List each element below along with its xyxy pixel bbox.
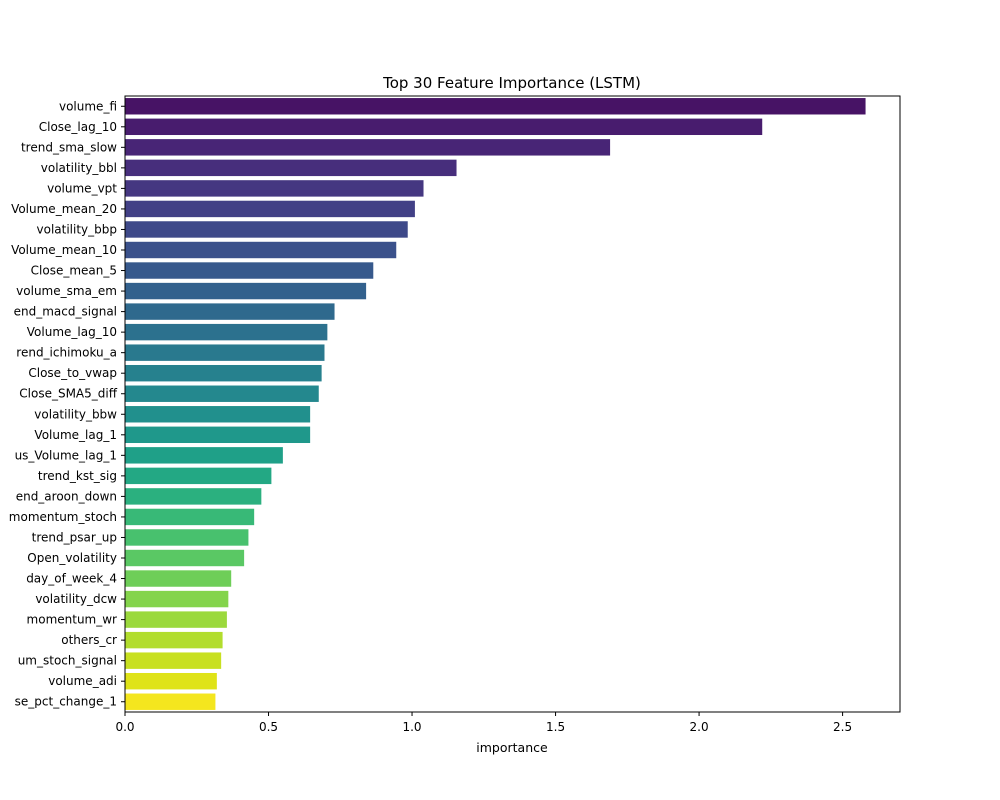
bar-close-mean-5 [125,262,374,279]
bar-close-to-vwap [125,364,322,382]
y-tick-label: Volume_mean_10 [11,243,117,257]
y-tick-label: Close_mean_5 [31,264,117,278]
y-tick-label: Volume_mean_20 [11,202,117,216]
bar-volume-mean-20 [125,200,415,218]
y-tick-label: volume_fi [59,99,117,113]
bar-trend-ichimoku-a [125,344,325,361]
y-tick-label: volatility_bbl [41,161,117,175]
y-tick-label: Volume_lag_10 [27,325,117,339]
bar-volatility-bbw [125,406,311,423]
x-tick-label: 0.5 [259,720,278,734]
y-tick-labels: volume_fi Close_lag_10 trend_sma_slowvolat… [9,99,125,709]
y-tick-label: trend_kst_sig [38,469,117,483]
bar-um-stoch-signal [125,652,222,669]
y-tick-label: volume_adi [48,674,117,688]
bar-close-sma5-diff [125,385,319,402]
bars-group [125,98,866,710]
x-tick-label: 2.0 [690,720,709,734]
chart-title: Top 30 Feature Importance (LSTM) [382,74,641,92]
bar-volume-mean-10 [125,241,397,259]
x-tick-label: 1.5 [546,720,565,734]
y-tick-label: Open_volatility [27,551,117,565]
bar-us-volume-lag-1 [125,447,283,464]
y-tick-label: end_macd_signal [14,305,117,319]
y-tick-label: volatility_bbw [34,407,117,421]
y-tick-label: Close_to_vwap [28,366,117,380]
y-tick-label: end_aroon_down [16,489,117,503]
y-tick-label: Close_SMA5_diff [19,387,117,401]
x-tick-label: 2.5 [833,720,852,734]
bar-trend-macd-signal [125,303,335,320]
y-tick-label: se_pct_change_1 [15,695,117,709]
bar-trend-psar-up [125,529,249,546]
x-axis-label: importance [476,740,548,755]
y-tick-label: Volume_lag_1 [34,428,117,442]
y-tick-label: trend_sma_slow [21,140,117,154]
bar-momentum-stoch [125,508,255,526]
y-tick-label: Close_lag_10 [39,120,117,134]
y-tick-label: volume_vpt [47,181,117,195]
bar-volume-fi [125,98,866,115]
y-tick-label: momentum_stoch [9,510,117,524]
y-tick-label: us_Volume_lag_1 [15,448,117,462]
bar-others-cr [125,631,223,649]
bar-se-pct-change-1 [125,693,216,710]
bar-open-volatility [125,549,245,567]
bar-momentum-wr [125,611,227,628]
x-tick-label: 1.0 [402,720,421,734]
bar-volatility-dcw [125,590,229,608]
bar-trend-kst-sig [125,467,272,485]
bar-trend-aroon-down [125,488,262,505]
x-axis-ticks: 0.0 0.5 1.0 1.5 2.0 2.5 [115,712,852,734]
y-tick-label: day_of_week_4 [26,572,117,586]
bar-trend-sma-slow [125,139,611,156]
y-tick-label: rend_ichimoku_a [16,346,117,360]
bar-close-lag-10 [125,118,763,136]
bar-day-of-week-4 [125,570,232,587]
y-tick-label: trend_psar_up [32,530,117,544]
bar-volume-adi [125,672,217,690]
bar-volume-lag-10 [125,323,328,341]
y-tick-label: volume_sma_em [16,284,117,298]
y-tick-label: others_cr [61,633,117,647]
y-tick-label: volatility_dcw [35,592,117,606]
bar-volume-lag-1 [125,426,311,444]
bar-volatility-bbl [125,159,457,177]
bar-volume-sma-em [125,282,367,300]
y-tick-label: momentum_wr [27,613,118,627]
x-tick-label: 0.0 [115,720,134,734]
bar-volatility-bbp [125,221,408,238]
y-tick-label: um_stoch_signal [18,654,117,668]
bar-volume-vpt [125,180,424,197]
y-tick-label: volatility_bbp [37,222,118,236]
plot-frame [124,95,901,713]
